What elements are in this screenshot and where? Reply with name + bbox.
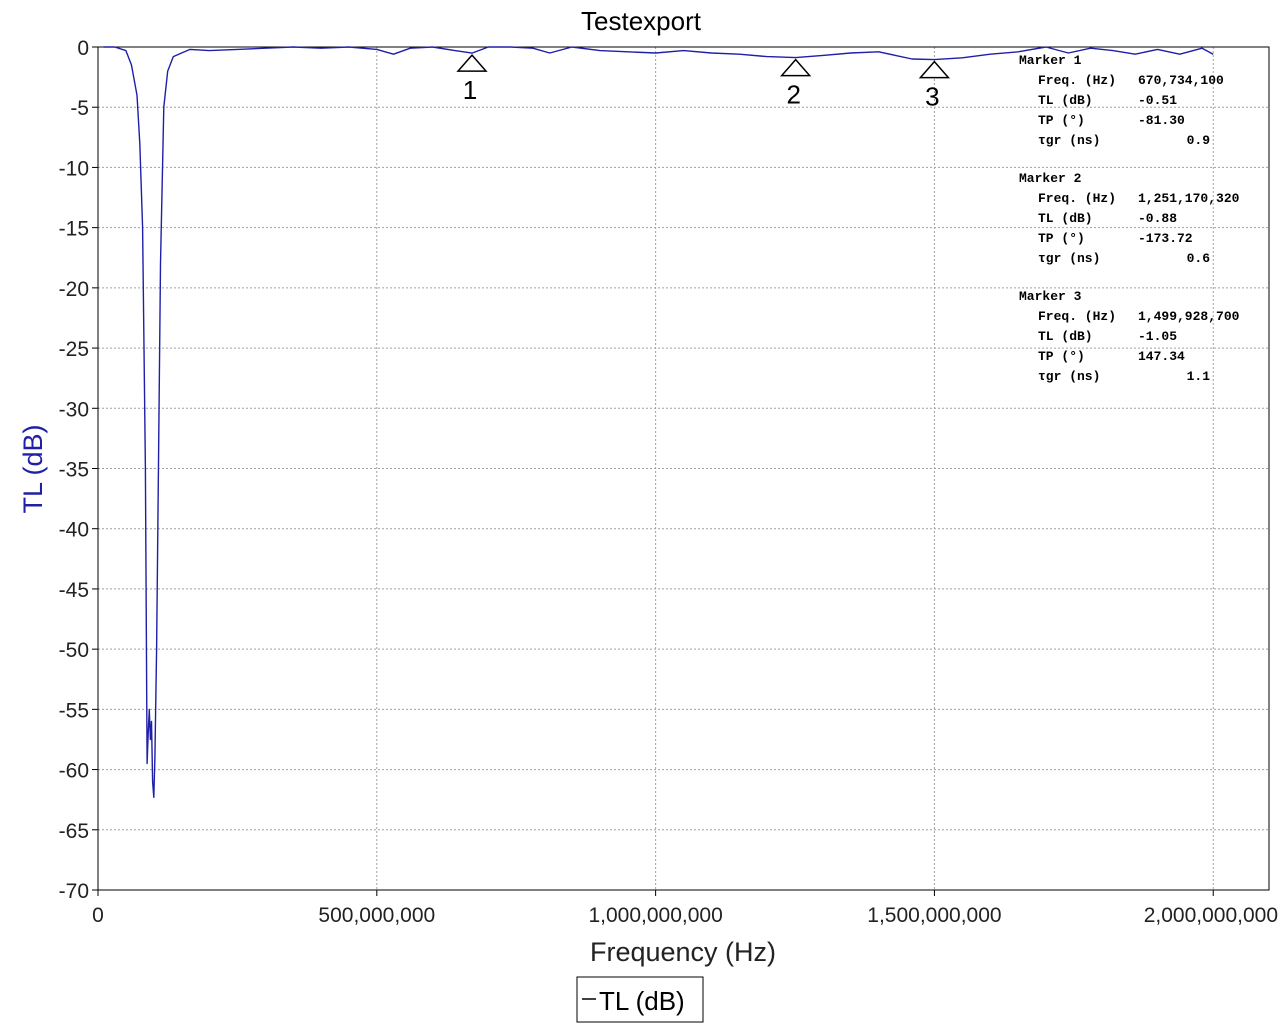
marker-table-value: 1,499,928,700 — [1138, 309, 1240, 324]
y-axis-label: TL (dB) — [18, 424, 48, 513]
marker-triangle-icon — [918, 60, 951, 79]
legend-box — [576, 976, 704, 1023]
marker-table-field: τgr (ns) — [1038, 251, 1100, 266]
marker-table-field: TP (°) — [1038, 113, 1085, 128]
marker-table-title: Marker 2 — [1019, 171, 1082, 186]
marker-number: 2 — [786, 80, 800, 110]
marker-table-value: 670,734,100 — [1138, 73, 1224, 88]
y-tick-label: -50 — [59, 639, 89, 662]
marker-number: 1 — [463, 75, 477, 105]
x-axis: 0 500,000,000 1,000,000,000 1,500,000,000 2,… — [92, 890, 1278, 927]
marker-table-value: 1.1 — [1187, 369, 1211, 384]
y-tick-label: -70 — [59, 880, 89, 903]
marker-triangle-icon — [456, 54, 488, 72]
y-tick-label: 0 — [77, 37, 89, 60]
marker-table-title: Marker 3 — [1019, 289, 1082, 304]
y-tick-label: -5 — [70, 97, 89, 120]
marker-table-value: -0.88 — [1138, 211, 1177, 226]
markers-group: 1 2 3 — [456, 54, 951, 112]
marker-table-value: -173.72 — [1138, 231, 1193, 246]
marker-table-field: Freq. (Hz) — [1038, 73, 1116, 88]
marker-table-value: 0.9 — [1187, 133, 1211, 148]
legend-label: TL (dB) — [599, 986, 685, 1016]
y-tick-label: -55 — [59, 699, 89, 722]
y-tick-label: -30 — [59, 398, 89, 421]
marker-table-field: TP (°) — [1038, 349, 1085, 364]
x-tick-label: 500,000,000 — [318, 904, 435, 927]
marker-table-field: τgr (ns) — [1038, 133, 1100, 148]
y-tick-label: -65 — [59, 820, 89, 843]
marker-table-value: -1.05 — [1138, 329, 1177, 344]
marker-table-field: TP (°) — [1038, 231, 1085, 246]
series-line — [103, 46, 1214, 798]
marker-table-field: TL (dB) — [1038, 93, 1093, 108]
x-axis-label: Frequency (Hz) — [590, 937, 776, 967]
marker-table-field: Freq. (Hz) — [1038, 191, 1116, 206]
y-axis: 0 -5 -10 -15 -20 -25 -30 -35 -40 -45 -50 -55 -60 -65 -… — [59, 37, 98, 903]
y-tick-label: -15 — [59, 218, 89, 241]
marker-table-field: τgr (ns) — [1038, 369, 1100, 384]
chart-title: Testexport — [581, 6, 702, 36]
marker-number: 3 — [925, 82, 939, 112]
marker-table-field: TL (dB) — [1038, 329, 1093, 344]
y-tick-label: -45 — [59, 579, 89, 602]
marker-table-value: -81.30 — [1138, 113, 1185, 128]
y-tick-label: -35 — [59, 459, 89, 482]
y-tick-label: -60 — [59, 760, 89, 783]
x-tick-label: 2,000,000,000 — [1144, 904, 1278, 927]
marker-table-value: 0.6 — [1187, 251, 1211, 266]
marker-table: Marker 1 Freq. (Hz) 670,734,100 TL (dB) -0.5… — [1019, 53, 1240, 384]
marker-table-field: Freq. (Hz) — [1038, 309, 1116, 324]
legend: TL (dB) — [576, 976, 704, 1023]
marker-table-value: -0.51 — [1138, 93, 1177, 108]
x-tick-label: 1,500,000,000 — [867, 904, 1001, 927]
y-tick-label: -10 — [59, 157, 89, 180]
series-group — [103, 46, 1214, 798]
x-tick-label: 1,000,000,000 — [588, 904, 722, 927]
marker-table-title: Marker 1 — [1019, 53, 1082, 68]
y-tick-label: -20 — [59, 278, 89, 301]
marker-table-value: 147.34 — [1138, 349, 1185, 364]
marker-table-field: TL (dB) — [1038, 211, 1093, 226]
x-tick-label: 0 — [92, 904, 104, 927]
y-tick-label: -25 — [59, 338, 89, 361]
marker-table-value: 1,251,170,320 — [1138, 191, 1240, 206]
marker-triangle-icon — [780, 58, 812, 77]
y-tick-label: -40 — [59, 519, 89, 542]
grid — [98, 47, 1269, 890]
